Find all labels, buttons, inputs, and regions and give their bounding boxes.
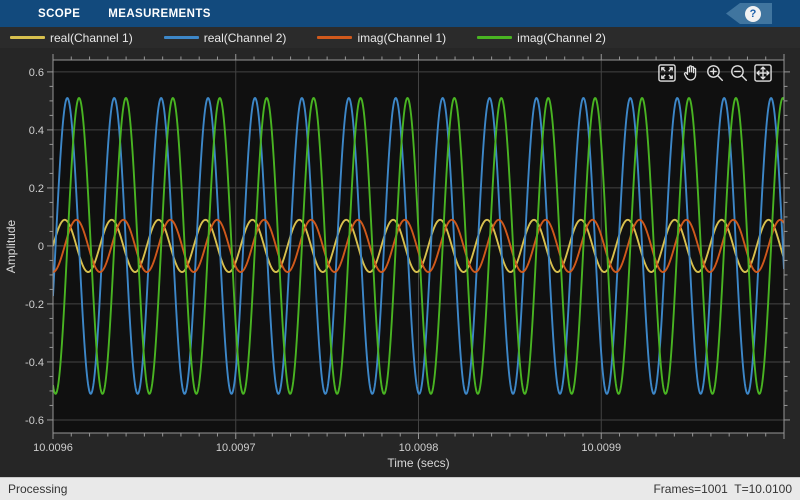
legend-label: imag(Channel 1): [357, 31, 446, 45]
legend-item-real-channel-2[interactable]: real(Channel 2): [164, 31, 287, 45]
frames-time-readout: Frames=1001 T=10.0100: [653, 482, 792, 496]
zoom-in-icon[interactable]: [704, 62, 726, 84]
x-axis-label: Time (secs): [387, 456, 449, 470]
y-tick-label: 0.6: [29, 67, 44, 79]
legend-swatch-imag-channel-1: [317, 36, 352, 39]
tab-measurements[interactable]: MEASUREMENTS: [94, 0, 225, 27]
pan-icon[interactable]: [680, 62, 702, 84]
status-bar: Processing Frames=1001 T=10.0100: [0, 477, 800, 500]
legend-item-imag-channel-2[interactable]: imag(Channel 2): [477, 31, 606, 45]
fit-to-view-icon[interactable]: [752, 62, 774, 84]
y-tick-label: -0.4: [25, 357, 44, 369]
y-tick-label: -0.2: [25, 299, 44, 311]
zoom-out-icon[interactable]: [728, 62, 750, 84]
help-icon[interactable]: ?: [745, 6, 761, 22]
y-tick-label: -0.6: [25, 415, 44, 427]
legend-label: imag(Channel 2): [517, 31, 606, 45]
plot-svg[interactable]: 10.0096 10.0097 10.0098 10.0099 -0.6 -0.4 -0.2…: [0, 48, 800, 477]
tab-scope[interactable]: SCOPE: [24, 0, 94, 27]
y-tick-label: 0.2: [29, 183, 44, 195]
x-tick-label: 10.0098: [399, 442, 439, 454]
legend-label: real(Channel 1): [50, 31, 133, 45]
y-axis-label: Amplitude: [4, 220, 18, 274]
plot-container: 10.0096 10.0097 10.0098 10.0099 -0.6 -0.4 -0.2…: [0, 48, 800, 477]
axes-toolbar: [656, 62, 774, 84]
legend-swatch-real-channel-1: [10, 36, 45, 39]
help-chip[interactable]: ?: [726, 3, 772, 24]
scope-tab-bar: SCOPE MEASUREMENTS ?: [0, 0, 800, 27]
legend-label: real(Channel 2): [204, 31, 287, 45]
legend-swatch-real-channel-2: [164, 36, 199, 39]
y-tick-label: 0: [38, 241, 44, 253]
x-tick-label: 10.0096: [33, 442, 73, 454]
legend-item-imag-channel-1[interactable]: imag(Channel 1): [317, 31, 446, 45]
legend-item-real-channel-1[interactable]: real(Channel 1): [10, 31, 133, 45]
legend-swatch-imag-channel-2: [477, 36, 512, 39]
maximize-view-icon[interactable]: [656, 62, 678, 84]
legend: real(Channel 1) real(Channel 2) imag(Cha…: [0, 27, 800, 48]
y-tick-label: 0.4: [29, 125, 44, 137]
x-tick-label: 10.0099: [581, 442, 621, 454]
x-tick-label: 10.0097: [216, 442, 256, 454]
status-message: Processing: [8, 482, 67, 496]
